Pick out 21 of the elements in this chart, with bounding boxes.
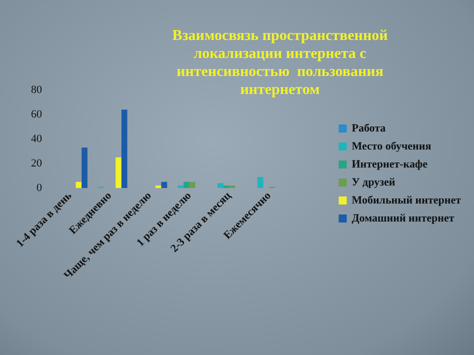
bar — [257, 176, 264, 188]
y-tick-label: 40 — [31, 133, 42, 145]
y-tick-label: 0 — [36, 182, 42, 194]
legend-label: Интернет-кафе — [352, 158, 428, 170]
bar — [189, 182, 196, 188]
bar — [116, 157, 122, 188]
y-tick-label: 20 — [31, 158, 42, 170]
bar — [218, 183, 224, 188]
chart-title: Взаимосвязь пространственной локализации интернета с интенсивностью пользования интернетом — [172, 28, 388, 98]
bar — [121, 110, 128, 188]
legend-label: Домашний интернет — [352, 212, 455, 224]
legend-label: Работа — [352, 122, 386, 134]
bar — [184, 182, 190, 188]
y-tick-label: 80 — [31, 84, 42, 96]
y-tick-label: 60 — [31, 108, 42, 120]
legend-label: Место обучения — [352, 140, 432, 152]
bar — [161, 182, 168, 188]
bar — [76, 182, 82, 188]
legend-label: У друзей — [352, 176, 396, 188]
bar — [82, 148, 88, 188]
legend-label: Мобильный интернет — [352, 194, 462, 206]
